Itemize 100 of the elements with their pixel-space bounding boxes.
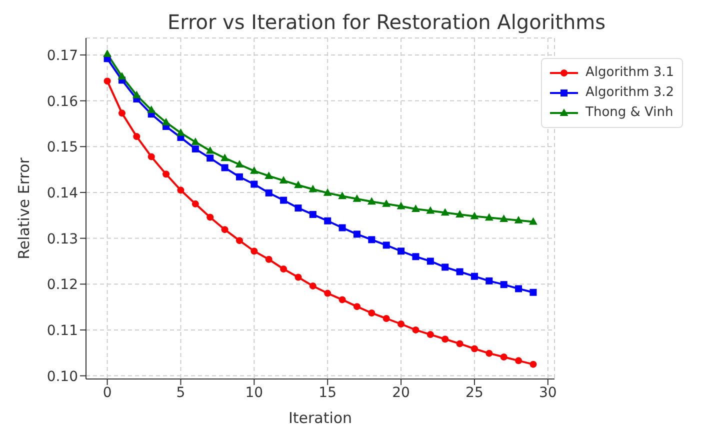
point	[382, 315, 390, 322]
point	[236, 237, 243, 244]
point	[338, 192, 346, 200]
point	[250, 166, 258, 174]
point	[309, 282, 316, 290]
point	[324, 290, 332, 297]
point	[147, 105, 156, 113]
point	[206, 146, 214, 154]
point	[530, 288, 537, 296]
point	[294, 180, 302, 188]
point	[456, 210, 464, 218]
point	[367, 197, 376, 205]
point	[176, 128, 185, 136]
point	[250, 248, 258, 255]
point	[426, 258, 434, 265]
chart-title: Error vs Iteration for Restoration Algorithms	[166, 10, 607, 34]
x-tick-label: 5	[176, 384, 186, 401]
y-tick-label: 0.12	[46, 277, 78, 294]
x-tick-label: 25	[466, 384, 484, 401]
point	[412, 253, 420, 260]
point	[221, 164, 228, 172]
y-tick-label: 0.14	[46, 185, 78, 202]
point	[440, 208, 450, 216]
x-tick-label: 20	[392, 384, 410, 401]
point	[396, 202, 406, 210]
x-tick-label: 0	[102, 384, 112, 401]
point	[308, 184, 318, 192]
point	[220, 154, 229, 162]
point	[236, 173, 243, 180]
legend-label: Algorithm 3.1	[586, 64, 674, 82]
point	[515, 285, 522, 292]
point	[192, 200, 199, 208]
point	[530, 360, 537, 368]
point	[353, 303, 360, 310]
point	[338, 224, 346, 232]
point	[398, 248, 405, 255]
x-axis-title: Iteration	[288, 409, 352, 427]
point	[294, 274, 302, 281]
point	[486, 277, 493, 284]
point	[324, 217, 332, 224]
x-tick-label: 30	[538, 384, 557, 401]
point	[309, 210, 316, 218]
point	[132, 90, 141, 98]
point	[264, 171, 274, 179]
y-tick-label: 0.13	[46, 231, 78, 248]
point	[133, 133, 140, 140]
point	[456, 340, 464, 348]
point	[442, 336, 449, 343]
point	[398, 320, 405, 328]
point	[353, 230, 360, 238]
y-tick-label: 0.10	[46, 368, 78, 385]
point	[500, 354, 508, 360]
legend-label: Algorithm 3.2	[586, 84, 674, 102]
point	[221, 226, 228, 234]
point	[280, 266, 288, 272]
y-tick-label: 0.17	[46, 48, 78, 64]
legend-label: Thong & Vinh	[586, 104, 674, 122]
point	[442, 264, 449, 271]
point	[470, 272, 478, 280]
point	[426, 331, 434, 338]
point	[486, 350, 493, 357]
point	[529, 217, 538, 225]
point	[456, 268, 464, 276]
point	[470, 345, 478, 352]
point	[382, 242, 390, 249]
point	[265, 256, 272, 263]
point	[368, 310, 376, 316]
point	[265, 189, 272, 196]
point	[323, 188, 332, 196]
point	[235, 160, 244, 168]
x-tick-label: 10	[245, 384, 264, 401]
point	[118, 110, 126, 117]
y-axis-title: Relative Error	[15, 156, 33, 260]
point	[206, 154, 214, 162]
point	[338, 296, 346, 304]
point	[162, 118, 170, 126]
point	[177, 186, 184, 194]
point	[515, 357, 522, 364]
y-tick-label: 0.15	[46, 140, 78, 156]
point	[500, 214, 508, 222]
point	[412, 326, 420, 334]
point	[412, 204, 420, 212]
point	[192, 145, 199, 152]
point	[470, 212, 479, 220]
point	[514, 216, 523, 224]
point	[280, 196, 288, 204]
point	[426, 206, 435, 214]
x-tick-label: 15	[318, 384, 337, 401]
point	[162, 170, 170, 178]
point	[500, 281, 508, 288]
point	[118, 72, 126, 80]
point	[148, 153, 155, 160]
point	[484, 213, 494, 221]
point	[206, 214, 214, 221]
point	[104, 78, 111, 85]
point	[382, 199, 391, 207]
point	[103, 50, 112, 58]
y-tick-label: 0.11	[46, 322, 78, 339]
point	[294, 204, 302, 212]
point	[250, 180, 258, 188]
